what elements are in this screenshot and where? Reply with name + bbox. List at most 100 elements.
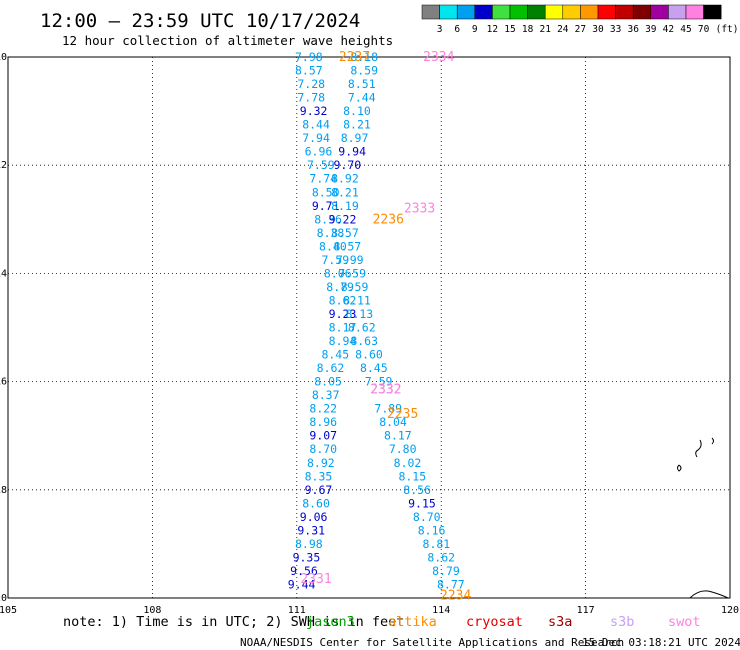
scale-swatch (439, 4, 458, 20)
swh-value-label: 8.96 (309, 415, 337, 429)
pass-number-label: 2334 (423, 50, 454, 65)
swh-value-label: 8.77 (437, 577, 465, 591)
satellite-legend-item: swot (668, 614, 701, 630)
scale-label: 3 (437, 24, 443, 35)
scale-swatch (703, 4, 722, 20)
swh-value-label: 8.05 (314, 375, 342, 389)
plot-frame (7, 56, 731, 599)
scale-swatch (597, 4, 616, 20)
scale-label: 9 (472, 24, 478, 35)
scale-swatch (456, 4, 476, 20)
x-tick-label: 111 (288, 605, 306, 616)
swh-value-label: 8.13 (346, 307, 374, 321)
pass-number-label: 2237 (339, 50, 370, 65)
scale-swatch (685, 4, 704, 20)
scale-label: 33 (610, 24, 621, 35)
swh-value-label: 8.62 (348, 321, 376, 335)
color-scale-legend: 3 6 9 12 15 18 21 24 27 30 33 36 39 42 45 70 (ft) (421, 4, 739, 35)
scale-label: 70 (698, 24, 710, 35)
swh-value-label: 8.17 (384, 429, 412, 443)
swh-value-label: 8.70 (413, 510, 441, 524)
pass-number-label: 2236 (373, 212, 404, 227)
swh-value-label: 8.56 (403, 483, 431, 497)
swh-value-label: 7.59 (338, 266, 366, 280)
y-tick-label: -12 (0, 160, 7, 171)
footer: note: 1) Time is in UTC; 2) SWH is in fe… (63, 614, 740, 649)
island-outline (711, 437, 714, 445)
scale-swatch (492, 4, 511, 20)
swh-value-label: 8.63 (350, 334, 378, 348)
scale-label: 24 (557, 24, 569, 35)
swh-value-label: 9.44 (288, 577, 316, 591)
pass-number-label: 2332 (370, 383, 401, 398)
swh-value-label: 8.60 (302, 496, 330, 510)
swh-value-label: 8.97 (341, 131, 369, 145)
scale-swatch (562, 4, 581, 20)
swh-value-label: 8.57 (295, 64, 323, 78)
swh-value-label: 8.38 (317, 226, 345, 240)
swh-value-label: 9.56 (290, 564, 318, 578)
swh-value-label: 7.99 (336, 253, 364, 267)
x-tick-label: 105 (0, 605, 17, 616)
scale-label: 21 (539, 24, 551, 35)
swh-value-label: 8.17 (329, 321, 357, 335)
scale-unit: (ft) (716, 24, 739, 35)
swh-value-label: 9.32 (300, 104, 328, 118)
swh-value-label: 8.02 (394, 456, 422, 470)
swh-value-label: 6.96 (305, 145, 333, 159)
swh-value-label: 8.15 (398, 469, 426, 483)
swh-value-label: 8.21 (331, 185, 359, 199)
swh-value-label: 9.35 (293, 550, 321, 564)
x-tick-label: 120 (721, 605, 739, 616)
swh-value-label: 7.44 (348, 91, 376, 105)
x-tick-label: 114 (432, 605, 450, 616)
swh-value-label: 8.35 (305, 469, 333, 483)
pass-number-label: 2332 (370, 383, 401, 398)
scale-swatch (668, 4, 687, 20)
swh-value-label: 7.59 (307, 158, 335, 172)
swh-value-label: 8.79 (432, 564, 460, 578)
y-tick-labels: -10 -12 -14 -16 -18 -20 (0, 52, 7, 604)
swh-value-label: 8.57 (333, 239, 361, 253)
swh-value-label: 8.70 (309, 442, 337, 456)
scale-label: 6 (454, 24, 460, 35)
swh-value-label: 7.59 (365, 375, 393, 389)
pass-number-label: 2331 (300, 572, 331, 587)
y-tick-label: -14 (0, 268, 7, 279)
x-tick-labels: 105 108 111 114 117 120 (0, 605, 739, 616)
swh-value-label: 8.21 (343, 118, 371, 132)
swh-value-label: 8.19 (331, 199, 359, 213)
swh-value-label: 8.44 (302, 118, 330, 132)
island-outline (695, 439, 702, 458)
swh-value-label: 8.06 (324, 266, 352, 280)
swh-value-label: 9.71 (312, 199, 340, 213)
swh-value-label: 8.62 (427, 550, 455, 564)
swh-value-label: 8.60 (355, 348, 383, 362)
coastline (677, 437, 729, 599)
scale-swatch (421, 4, 440, 20)
swh-value-label: 9.15 (408, 496, 436, 510)
scale-swatch (650, 4, 669, 20)
swh-value-label: 8.04 (379, 415, 407, 429)
swh-value-label: 9.23 (329, 307, 357, 321)
scale-label: 12 (487, 24, 498, 35)
chart-title: 12:00 — 23:59 UTC 10/17/2024 (40, 10, 360, 32)
footer-note: note: 1) Time is in UTC; 2) SWH is in fe… (63, 614, 404, 630)
swh-value-label: 9.70 (333, 158, 361, 172)
scale-swatch (509, 4, 528, 20)
swh-value-label: 8.62 (317, 361, 345, 375)
satellite-legend: jason3 altika cryosat s3a s3b swot (306, 614, 701, 630)
scale-swatch (615, 4, 634, 20)
swh-value-label: 7.74 (309, 172, 337, 186)
pass-number-label: 2234 (440, 588, 471, 603)
swh-value-label: 8.36 (314, 212, 342, 226)
scale-swatch (474, 4, 493, 20)
swh-value-label: 8.81 (423, 537, 451, 551)
swh-value-label: 7.28 (297, 77, 325, 91)
scale-swatch (580, 4, 599, 20)
x-tick-label: 108 (143, 605, 161, 616)
swh-value-label: 8.51 (348, 77, 376, 91)
swh-value-label: 8.59 (341, 280, 369, 294)
swh-value-label: 8.11 (343, 293, 371, 307)
